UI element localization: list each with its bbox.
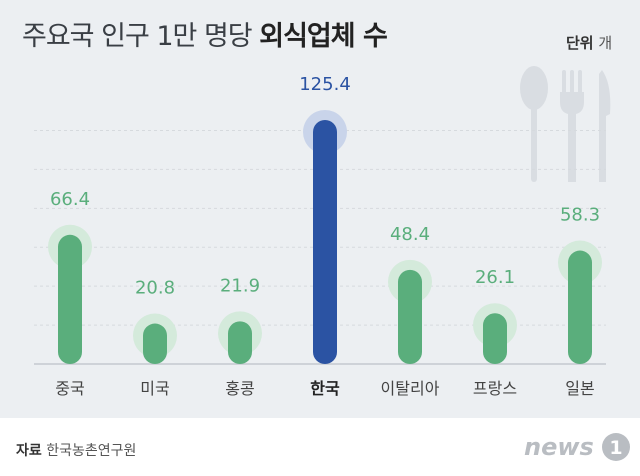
category-label: 프랑스: [473, 379, 517, 398]
title-bold: 외식업체 수: [259, 21, 388, 52]
unit-value: 개: [598, 34, 613, 52]
value-label: 21.9: [220, 275, 260, 296]
value-labels: 66.4 20.8 21.9 125.4 48.4 26.1 58.3: [50, 74, 600, 299]
unit-note: 단위 개: [566, 32, 612, 53]
unit-label: 단위: [566, 34, 594, 52]
bar-3: [313, 120, 337, 364]
spoon-icon: [520, 66, 548, 182]
bar-2: [228, 321, 252, 364]
category-labels: 중국 미국 홍콩 한국 이탈리아 프랑스 일본: [55, 379, 594, 398]
category-label: 홍콩: [225, 379, 254, 398]
category-label: 미국: [140, 379, 169, 398]
bar-chart: 66.4 20.8 21.9 125.4 48.4 26.1 58.3 중국 미국 홍콩 한국 이탈…: [34, 74, 606, 398]
category-label: 일본: [565, 379, 594, 398]
value-label: 20.8: [135, 278, 175, 299]
source-value: 한국농촌연구원: [46, 443, 137, 459]
category-label: 중국: [55, 379, 84, 398]
value-label: 125.4: [299, 74, 351, 95]
logo-circle: [602, 433, 630, 461]
source-label: 자료: [16, 443, 42, 459]
value-label: 66.4: [50, 189, 90, 210]
chart-title: 주요국 인구 1만 명당 외식업체 수: [22, 14, 388, 53]
knife-icon: [599, 70, 611, 182]
logo-wordmark: news: [524, 433, 594, 461]
value-label: 48.4: [390, 224, 430, 245]
category-label: 이탈리아: [381, 379, 440, 398]
news1-logo: news 1: [524, 433, 630, 461]
bar-1: [143, 323, 167, 364]
bars: [58, 120, 592, 364]
bar-0: [58, 234, 82, 364]
title-regular: 주요국 인구 1만 명당: [22, 21, 253, 52]
cutlery-decoration: [520, 66, 611, 182]
bar-4: [398, 269, 422, 364]
source-note: 자료 한국농촌연구원: [16, 440, 136, 460]
fork-icon: [560, 70, 584, 182]
bar-5: [483, 313, 507, 364]
value-label: 58.3: [560, 205, 600, 226]
bar-6: [568, 250, 592, 364]
category-label: 한국: [310, 379, 340, 398]
logo-number: 1: [609, 437, 622, 459]
value-label: 26.1: [475, 267, 515, 288]
